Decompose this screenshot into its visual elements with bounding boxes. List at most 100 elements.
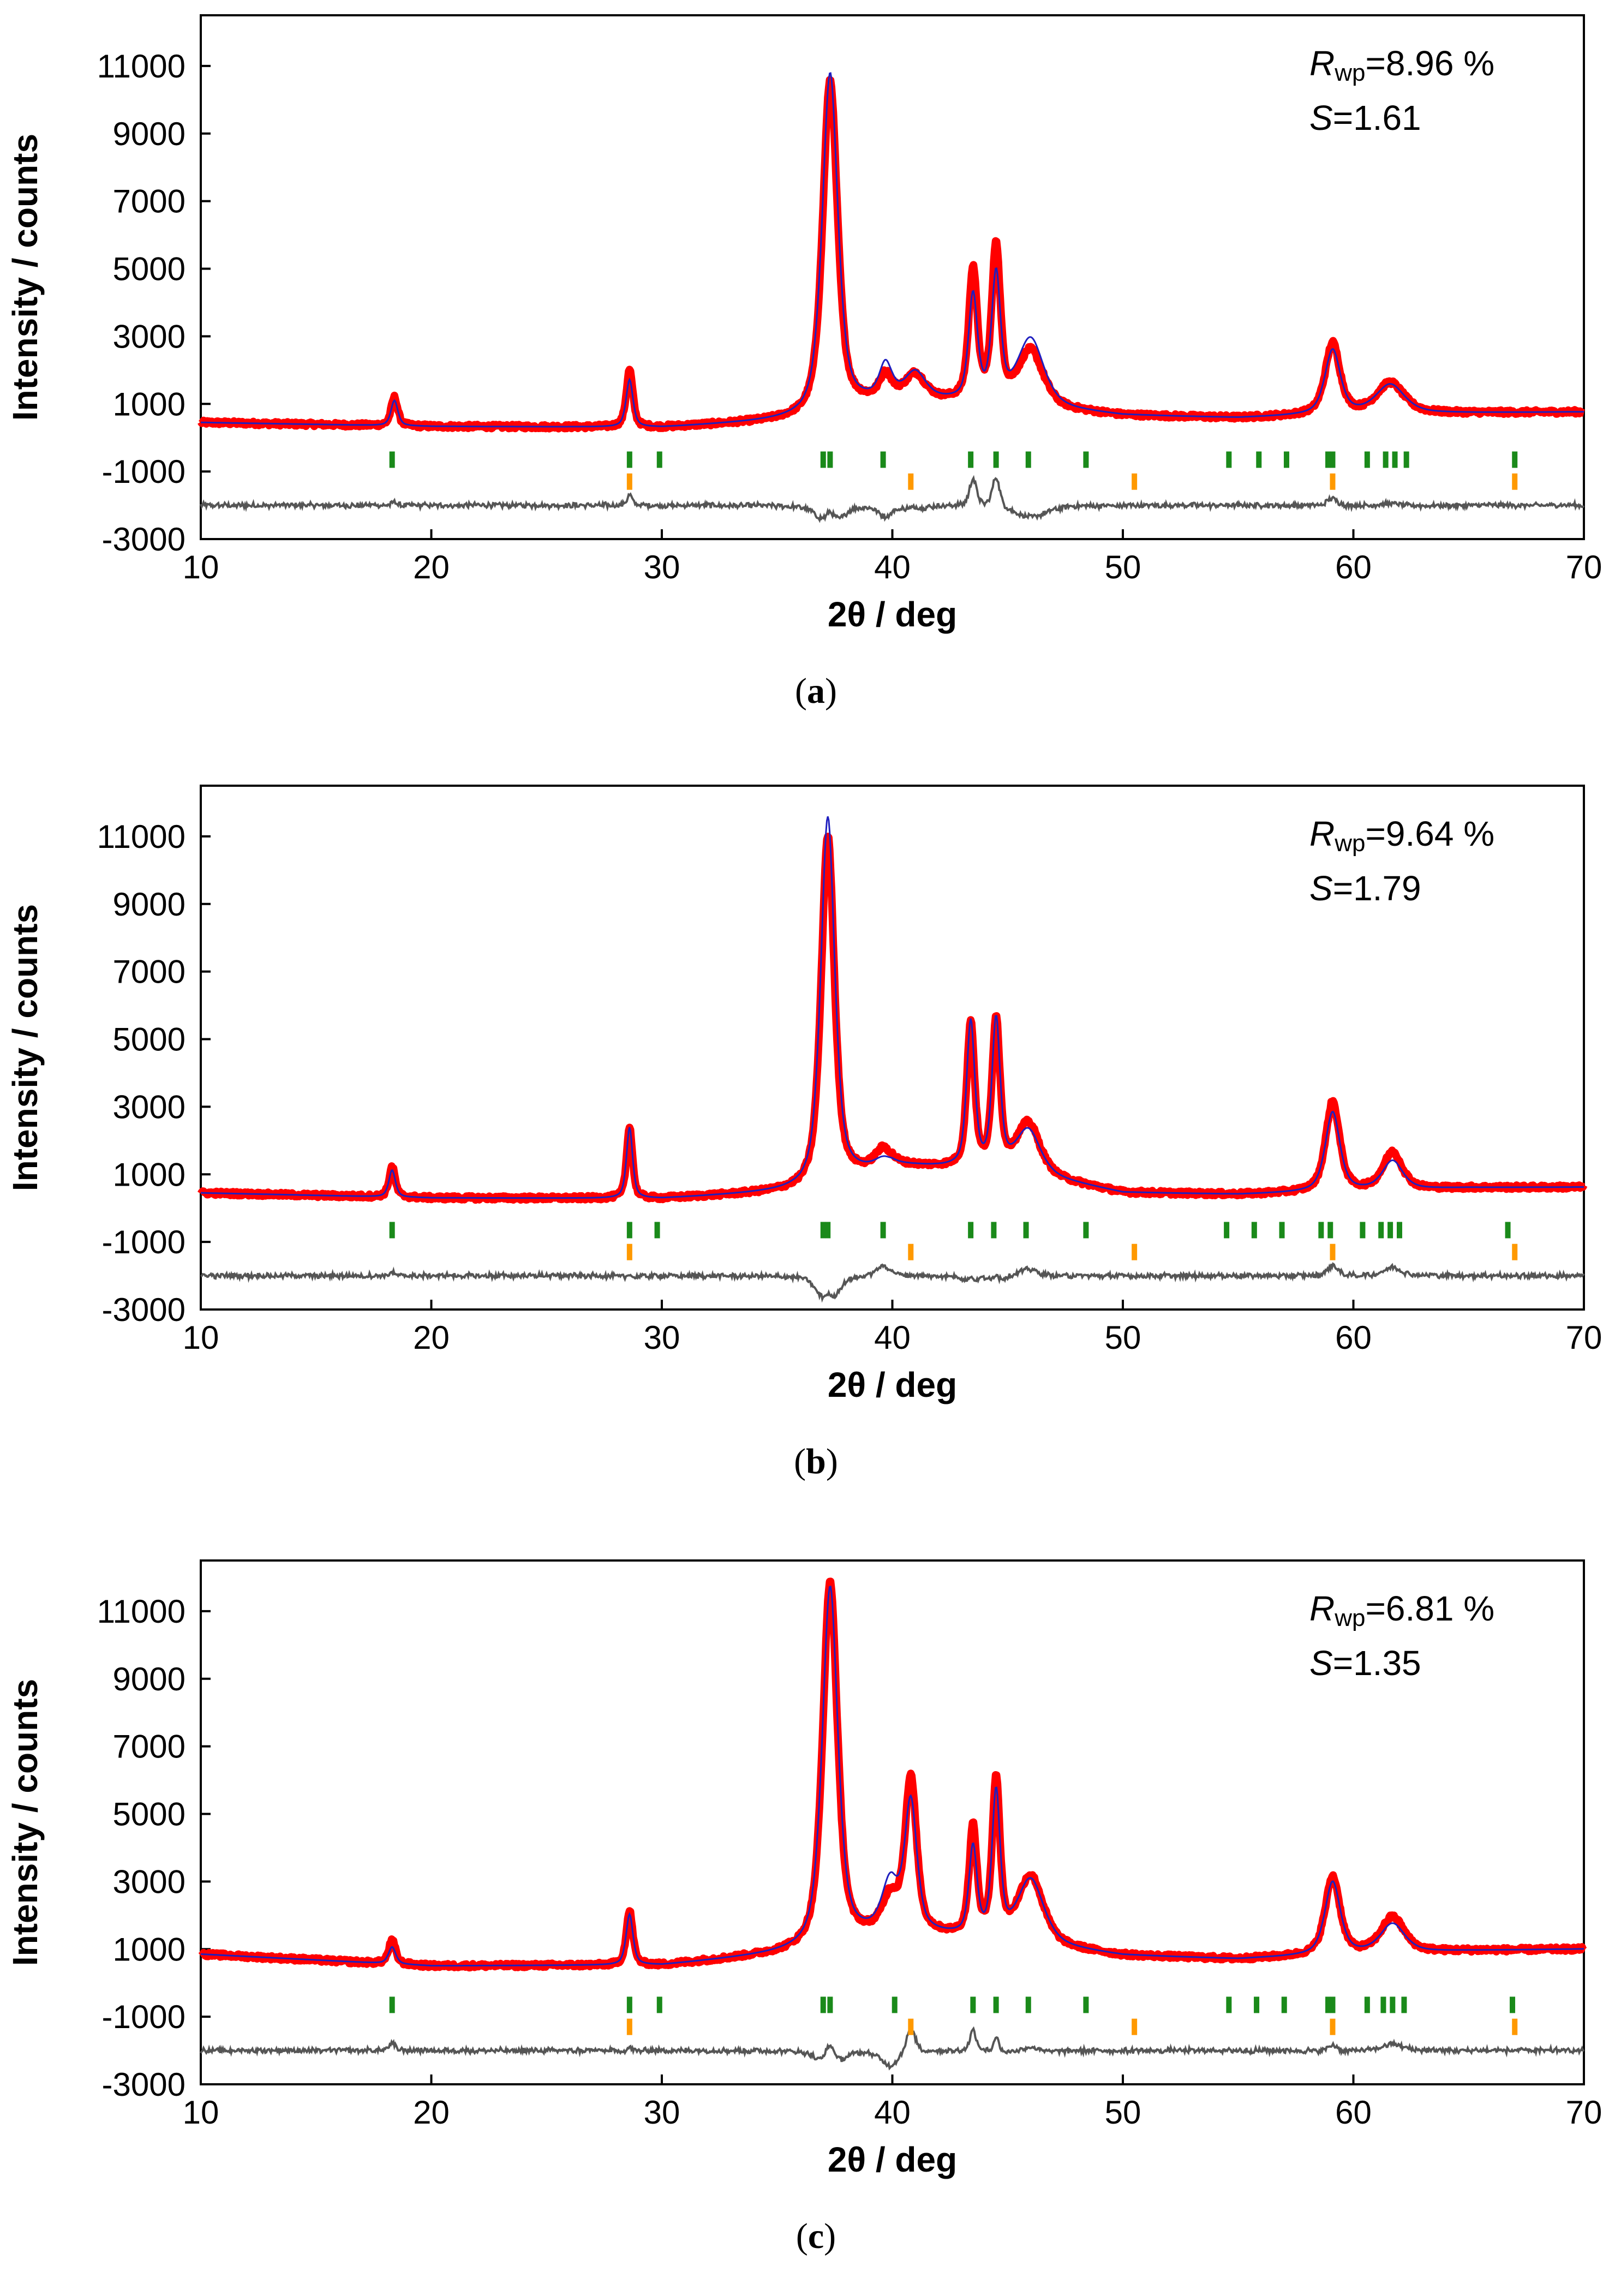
difference-curve [200, 475, 1585, 523]
phase1-reflection-tick [626, 1996, 632, 2013]
phase1-reflection-tick [820, 1996, 826, 2013]
x-tick-label: 10 [183, 1319, 219, 1356]
phase2-reflection-tick [626, 2018, 632, 2035]
phase1-reflection-tick [626, 1222, 632, 1239]
phase1-reflection-tick [1387, 1222, 1393, 1239]
y-tick-label: 7000 [113, 954, 186, 990]
x-axis-title: 2θ / deg [828, 1365, 957, 1404]
chart-panel-b: -3000 -1000 1000 3000 5000 7000 9000 11000 10 20 3… [5, 785, 1602, 1481]
phase2-reflection-tick [1330, 473, 1336, 490]
phase1-reflection-tick [1364, 451, 1370, 468]
phase1-reflection-tick [1383, 451, 1389, 468]
phase1-reflection-tick [1380, 1996, 1386, 2013]
rwp-subscript: wp [1334, 1605, 1365, 1631]
observed-pattern [198, 1577, 1587, 1972]
phase1-reflection-tick [1510, 1996, 1516, 2013]
y-tick-label: 5000 [113, 1796, 186, 1833]
phase1-reflection-tick [1327, 1222, 1333, 1239]
phase1-reflection-tick [626, 451, 632, 468]
caption-letter: b [806, 1442, 826, 1481]
x-tick-label: 40 [874, 2094, 911, 2131]
x-tick-label: 30 [644, 549, 680, 585]
phase1-reflection-tick [820, 1222, 826, 1239]
x-tick-label: 70 [1566, 2094, 1602, 2131]
s-symbol: S [1309, 869, 1333, 908]
phase1-reflection-tick [1025, 1996, 1031, 2013]
phase1-reflection-tick [1226, 1996, 1232, 2013]
y-tick-label: 9000 [113, 116, 186, 152]
y-tick-label: 3000 [113, 1863, 186, 1900]
phase1-reflection-tick [1403, 451, 1409, 468]
calculated-pattern [201, 816, 1584, 1199]
caption-open-paren: ( [796, 2216, 808, 2256]
chart-panel-a: -3000 -1000 1000 3000 5000 7000 9000 11000 10 20 3… [5, 14, 1602, 711]
phase1-reflection-tick [1512, 451, 1518, 468]
phase1-reflection-tick [1325, 1996, 1331, 2013]
chart-panel-c: -3000 -1000 1000 3000 5000 7000 9000 11000 10 20 3… [5, 1559, 1602, 2256]
phase1-reflection-tick [656, 451, 662, 468]
rwp-symbol: R [1309, 814, 1335, 853]
phase1-reflection-tick [968, 451, 974, 468]
phase1-reflection-tick [970, 1996, 976, 2013]
y-axis-title: Intensity / counts [5, 134, 45, 421]
caption-open-paren: ( [794, 1442, 806, 1481]
x-tick-label: 60 [1335, 1319, 1372, 1356]
phase1-reflection-tick [1224, 1222, 1230, 1239]
x-tick-label: 70 [1566, 1319, 1602, 1356]
s-value: =1.79 [1333, 869, 1421, 908]
phase1-reflection-tick [1256, 451, 1262, 468]
s-symbol: S [1309, 1643, 1333, 1683]
phase2-reflection-tick [908, 1243, 914, 1260]
phase1-reflection-tick [1401, 1996, 1407, 2013]
phase2-reflection-tick [908, 2018, 914, 2035]
phase2-reflection-tick [1132, 473, 1138, 490]
phase1-reflection-tick [1226, 451, 1232, 468]
phase1-reflection-tick [1025, 451, 1031, 468]
y-tick-label: 1000 [113, 386, 186, 422]
y-tick-label: 5000 [113, 1021, 186, 1058]
phase1-reflection-tick [880, 451, 886, 468]
phase2-reflection-tick [626, 473, 632, 490]
phase1-reflection-tick [654, 1222, 660, 1239]
observed-pattern [198, 833, 1588, 1204]
x-tick-label: 50 [1105, 1319, 1141, 1356]
phase1-reflection-tick [1325, 451, 1331, 468]
y-tick-label: 1000 [113, 1931, 186, 1968]
phase1-reflection-tick [1392, 451, 1398, 468]
phase1-reflection-tick [880, 1222, 886, 1239]
phase1-reflection-tick [1254, 1996, 1260, 2013]
panel-caption: (a) [795, 671, 837, 711]
difference-curve [200, 1262, 1585, 1303]
caption-close-paren: ) [826, 1442, 838, 1481]
x-tick-label: 20 [413, 549, 450, 585]
y-axis-title: Intensity / counts [5, 904, 45, 1191]
difference-curve [200, 2026, 1585, 2071]
x-tick-label: 10 [183, 549, 219, 585]
x-tick-label: 40 [874, 549, 911, 585]
x-tick-label: 70 [1566, 549, 1602, 585]
plot-frame [200, 785, 1585, 1311]
y-axis-title: Intensity / counts [5, 1679, 45, 1966]
x-tick-label: 30 [644, 2094, 680, 2131]
phase2-reflection-tick [626, 1243, 632, 1260]
phase2-reflection-tick [1512, 473, 1518, 490]
y-tick-label: -3000 [102, 1291, 186, 1328]
phase1-reflection-tick [1279, 1222, 1285, 1239]
phase2-reflection-tick [1330, 2018, 1336, 2035]
rwp-subscript: wp [1334, 830, 1365, 857]
phase1-reflection-tick [1378, 1222, 1384, 1239]
phase1-reflection-tick [1283, 451, 1289, 468]
phase1-reflection-tick [1281, 1996, 1287, 2013]
y-tick-label: 9000 [113, 1661, 186, 1697]
rwp-value: =9.64 % [1365, 814, 1494, 853]
y-tick-label: 11000 [97, 818, 186, 855]
plot-frame [200, 14, 1585, 540]
rwp-value: =8.96 % [1365, 44, 1494, 83]
x-tick-label: 40 [874, 1319, 911, 1356]
s-symbol: S [1309, 98, 1333, 137]
phase1-reflection-tick [1083, 451, 1089, 468]
y-tick-label: 7000 [113, 183, 186, 220]
phase1-reflection-tick [827, 451, 833, 468]
s-annotation: S=1.79 [1309, 869, 1421, 908]
x-tick-label: 10 [183, 2094, 219, 2131]
